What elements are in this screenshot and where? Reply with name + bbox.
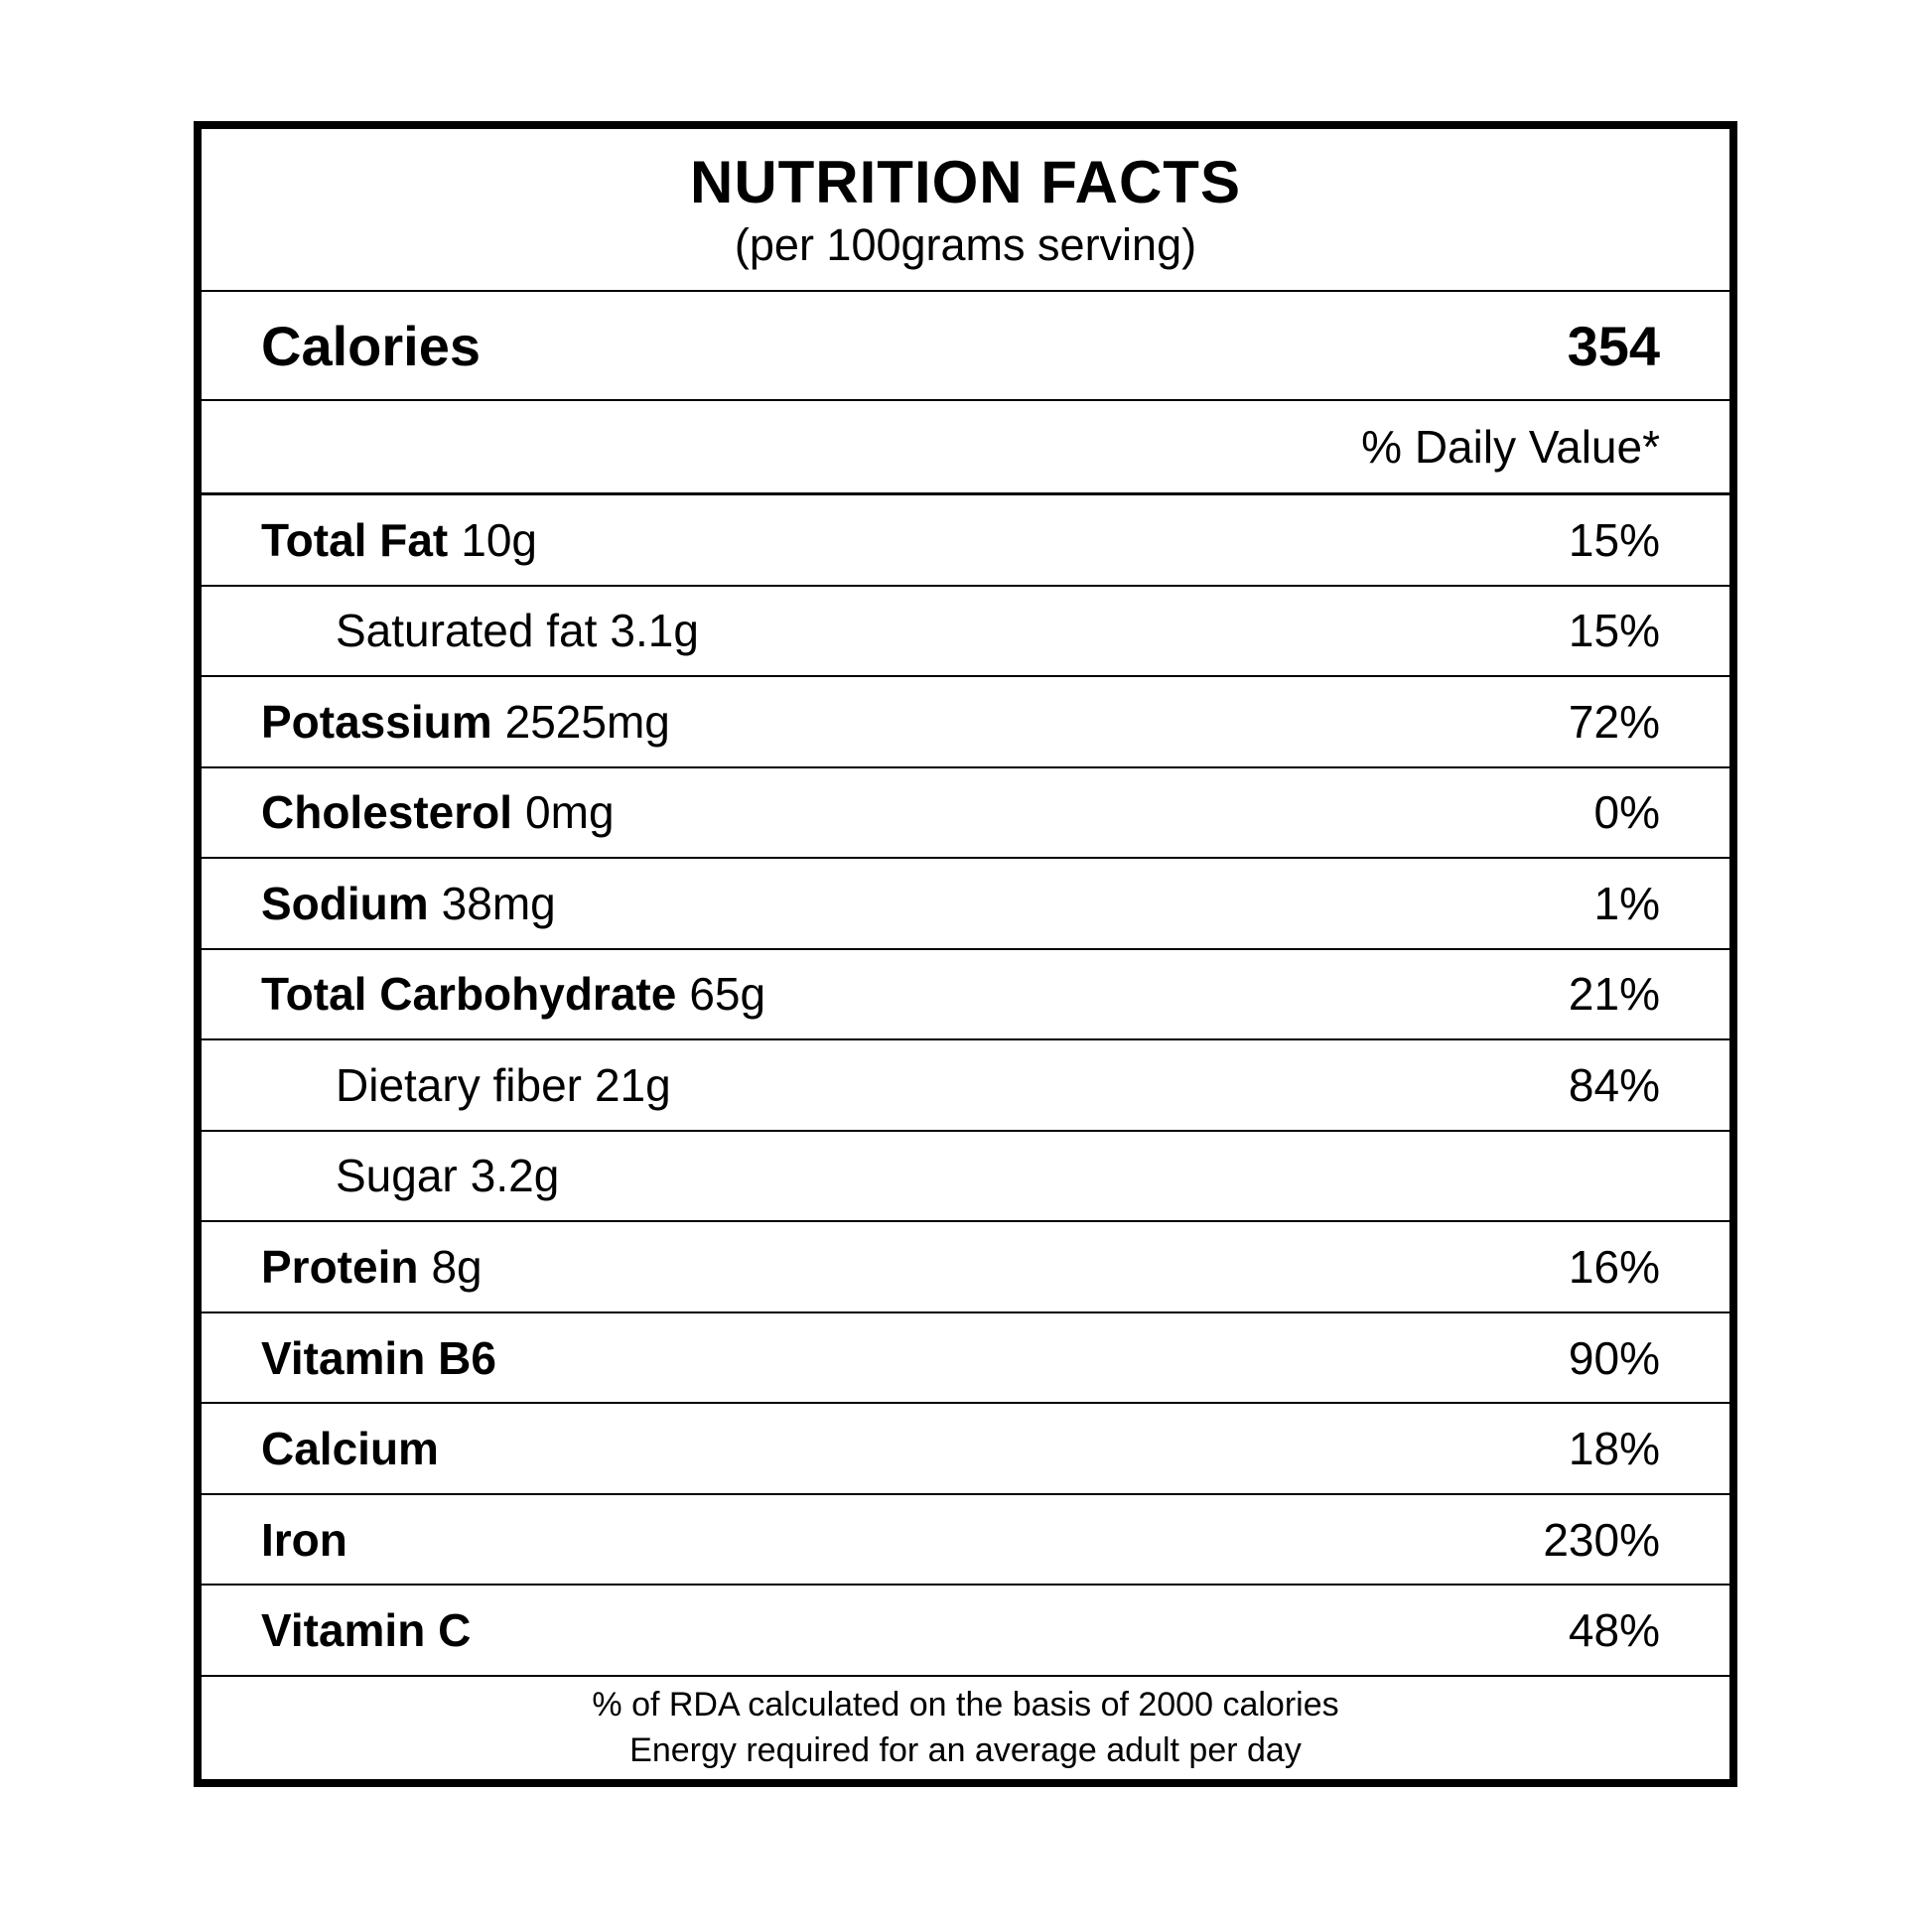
nutrient-row: Total Fat 10g 15%	[202, 495, 1729, 585]
footer-note: % of RDA calculated on the basis of 2000…	[202, 1675, 1729, 1779]
nutrient-label: Total Carbohydrate 65g	[261, 967, 765, 1021]
nutrient-row: Sodium 38mg 1%	[202, 857, 1729, 948]
nutrient-name: Iron	[261, 1513, 347, 1566]
nutrient-percent: 48%	[1568, 1604, 1660, 1657]
nutrient-amount: 65g	[689, 968, 766, 1021]
nutrient-row: Vitamin C 48%	[202, 1584, 1729, 1675]
nutrient-row: Calcium 18%	[202, 1402, 1729, 1493]
nutrient-amount: 21g	[594, 1058, 671, 1111]
nutrient-name: Saturated fat	[336, 605, 598, 657]
nutrient-rows: Total Fat 10g 15% Saturated fat 3.1g 15% P…	[202, 492, 1729, 1675]
nutrient-amount: 3.2g	[470, 1150, 560, 1202]
nutrient-label: Sodium 38mg	[261, 877, 556, 930]
nutrient-name: Protein	[261, 1241, 419, 1294]
nutrient-percent: 230%	[1543, 1513, 1660, 1566]
nutrient-row: Saturated fat 3.1g 15%	[202, 584, 1729, 676]
nutrient-amount: 2525mg	[504, 695, 670, 748]
nutrient-row: Potassium 2525mg 72%	[202, 675, 1729, 766]
nutrient-label: Vitamin B6	[261, 1331, 509, 1385]
nutrient-name: Vitamin C	[261, 1604, 472, 1657]
nutrient-name: Dietary fiber	[336, 1058, 582, 1111]
nutrient-name: Vitamin B6	[261, 1331, 496, 1384]
footer-note-line2: Energy required for an average adult per…	[629, 1730, 1302, 1769]
nutrient-amount: 3.1g	[610, 605, 699, 657]
nutrient-name: Sugar	[336, 1150, 458, 1202]
nutrient-label: Sugar 3.2g	[336, 1149, 559, 1202]
nutrient-percent: 15%	[1568, 605, 1660, 657]
nutrient-amount: 0mg	[525, 786, 615, 839]
nutrient-name: Potassium	[261, 695, 492, 748]
daily-value-header-row: % Daily Value*	[202, 399, 1729, 492]
nutrient-percent: 15%	[1568, 513, 1660, 566]
calories-label: Calories	[261, 314, 481, 377]
nutrient-row: Vitamin B6 90%	[202, 1311, 1729, 1403]
nutrient-name: Calcium	[261, 1423, 439, 1475]
nutrient-percent: 1%	[1593, 877, 1660, 929]
nutrition-facts-label: NUTRITION FACTS (per 100grams serving) C…	[194, 121, 1737, 1787]
nutrient-percent: 16%	[1568, 1241, 1660, 1294]
nutrient-row: Iron 230%	[202, 1492, 1729, 1585]
nutrient-percent: 90%	[1568, 1331, 1660, 1384]
nutrient-percent: 0%	[1593, 786, 1660, 839]
daily-value-header: % Daily Value*	[1361, 421, 1660, 473]
nutrient-label: Total Fat 10g	[261, 513, 537, 567]
nutrient-amount: 8g	[431, 1241, 483, 1294]
calories-row: Calories 354	[202, 290, 1729, 399]
nutrient-row: Total Carbohydrate 65g 21%	[202, 947, 1729, 1039]
nutrient-row: Sugar 3.2g	[202, 1129, 1729, 1221]
nutrient-name: Total Fat	[261, 513, 449, 566]
nutrient-label: Cholesterol 0mg	[261, 785, 615, 839]
nutrient-name: Cholesterol	[261, 786, 513, 839]
nutrient-label: Saturated fat 3.1g	[336, 604, 699, 657]
nutrient-label: Protein 8g	[261, 1240, 483, 1294]
nutrient-amount: 10g	[461, 513, 537, 566]
nutrient-percent: 21%	[1568, 968, 1660, 1021]
nutrient-row: Dietary fiber 21g 84%	[202, 1038, 1729, 1130]
nutrient-label: Potassium 2525mg	[261, 695, 670, 749]
nutrient-row: Protein 8g 16%	[202, 1220, 1729, 1311]
nutrient-label: Dietary fiber 21g	[336, 1058, 671, 1112]
nutrient-name: Total Carbohydrate	[261, 968, 677, 1021]
label-header: NUTRITION FACTS (per 100grams serving)	[202, 129, 1729, 290]
serving-subtitle: (per 100grams serving)	[734, 218, 1197, 270]
nutrient-row: Cholesterol 0mg 0%	[202, 765, 1729, 858]
nutrient-label: Iron	[261, 1513, 360, 1567]
nutrient-percent: 18%	[1568, 1423, 1660, 1475]
calories-value: 354	[1567, 314, 1660, 377]
nutrient-percent: 84%	[1568, 1058, 1660, 1111]
nutrient-label: Calcium	[261, 1422, 452, 1475]
nutrient-label: Vitamin C	[261, 1603, 483, 1657]
page-title: NUTRITION FACTS	[690, 148, 1241, 215]
nutrient-amount: 38mg	[441, 877, 556, 929]
nutrient-name: Sodium	[261, 877, 429, 929]
nutrient-percent: 72%	[1568, 695, 1660, 748]
footer-note-line1: % of RDA calculated on the basis of 2000…	[592, 1685, 1339, 1724]
